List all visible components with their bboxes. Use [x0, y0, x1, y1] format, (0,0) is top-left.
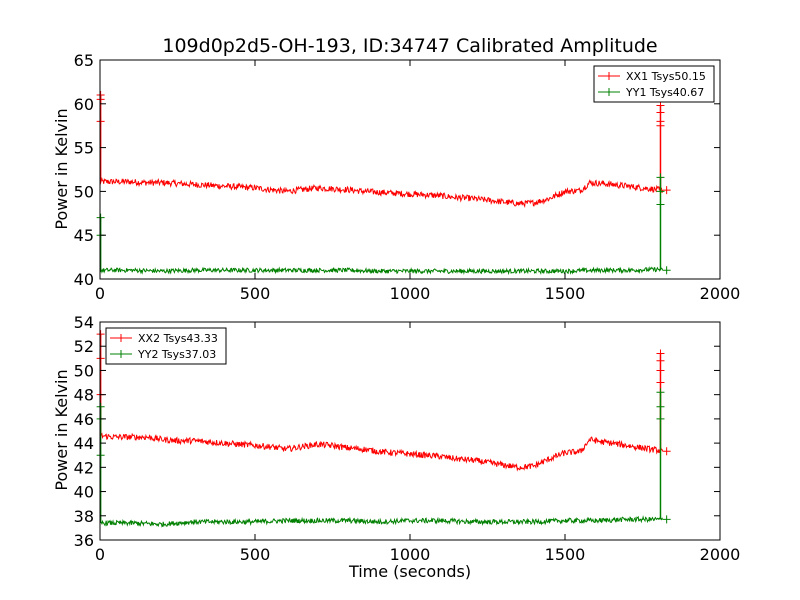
- top-x-tick-label: 2000: [700, 284, 741, 303]
- bottom-legend: XX2 Tsys43.33 YY2 Tsys37.03: [105, 327, 227, 365]
- top-y-tick-label: 60: [74, 95, 94, 114]
- bottom-y-tick-label: 36: [74, 531, 94, 550]
- top-x-tick-label: 1000: [390, 284, 431, 303]
- bottom-x-tick-label: 500: [240, 545, 271, 564]
- bottom-y-tick-label: 54: [74, 313, 94, 332]
- top-series-1-marker: [96, 117, 105, 126]
- bottom-y-tick-label: 40: [74, 483, 94, 502]
- bottom-y-tick-label: 44: [74, 434, 94, 453]
- top-series-2: [96, 173, 671, 276]
- top-series-2-marker: [96, 213, 105, 222]
- top-legend: XX1 Tsys50.15 YY1 Tsys40.67: [593, 65, 715, 103]
- top-y-tick-label: 55: [74, 139, 94, 158]
- bottom-legend-label-2: YY2 Tsys37.03: [137, 348, 216, 361]
- top-y-axis-label: Power in Kelvin: [52, 108, 71, 229]
- top-y-tick-label: 50: [74, 182, 94, 201]
- top-legend-label-1: XX1 Tsys50.15: [626, 70, 706, 83]
- bottom-series-2-marker: [96, 402, 105, 411]
- top-x-tick-label: 500: [240, 284, 271, 303]
- bottom-series-2-marker: [656, 402, 665, 411]
- chart-title: 109d0p2d5-OH-193, ID:34747 Calibrated Am…: [162, 35, 657, 57]
- bottom-y-axis-label: Power in Kelvin: [52, 369, 71, 490]
- bottom-series-1-marker: [96, 354, 105, 363]
- top-series-1-marker: [96, 95, 105, 104]
- top-legend-label-2: YY1 Tsys40.67: [625, 86, 704, 99]
- bottom-series-2-end-marker: [662, 515, 671, 524]
- top-y-tick-label: 65: [74, 51, 94, 70]
- bottom-y-tick-label: 48: [74, 386, 94, 405]
- bottom-y-tick-label: 52: [74, 337, 94, 356]
- bottom-y-tick-label: 38: [74, 507, 94, 526]
- bottom-y-tick-label: 42: [74, 458, 94, 477]
- top-series-2-marker: [656, 173, 665, 182]
- bottom-series-1-marker: [96, 330, 105, 339]
- bottom-series-1-marker: [656, 378, 665, 387]
- top-series-1-marker: [656, 108, 665, 117]
- top-series-1-line: [99, 177, 664, 208]
- bottom-y-tick-label: 46: [74, 410, 94, 429]
- bottom-x-tick-label: 0: [95, 545, 105, 564]
- bottom-series-2: [96, 388, 671, 528]
- x-axis-label: Time (seconds): [348, 562, 471, 581]
- top-y-tick-label: 40: [74, 270, 94, 289]
- top-x-tick-label: 1500: [545, 284, 586, 303]
- bottom-y-tick-label: 50: [74, 361, 94, 380]
- bottom-series-1-line: [99, 432, 664, 472]
- bottom-series-1-end-marker: [662, 447, 671, 456]
- bottom-series-2-marker: [656, 414, 665, 423]
- top-series-2-marker: [656, 187, 665, 196]
- top-series-2-marker: [656, 200, 665, 209]
- bottom-legend-label-1: XX2 Tsys43.33: [138, 332, 218, 345]
- top-series-1-marker: [656, 101, 665, 110]
- bottom-series-2-marker: [656, 388, 665, 397]
- top-series-1-marker: [656, 121, 665, 130]
- top-x-tick-label: 0: [95, 284, 105, 303]
- top-legend-box: [593, 65, 715, 103]
- bottom-series-1-marker: [656, 356, 665, 365]
- top-series-2-line: [99, 266, 664, 276]
- bottom-x-tick-label: 1000: [390, 545, 431, 564]
- top-series-2-end-marker: [662, 266, 671, 275]
- bottom-x-tick-label: 1500: [545, 545, 586, 564]
- top-panel: Power in Kelvin 0 500 1000 1500 2000 40 45 50 55…: [52, 51, 740, 303]
- bottom-series-2-line: [99, 515, 664, 528]
- top-series-1-end-marker: [662, 186, 671, 195]
- bottom-series-1-marker: [656, 349, 665, 358]
- bottom-legend-box: [105, 327, 227, 365]
- bottom-series-2-marker: [96, 451, 105, 460]
- bottom-series-1-marker: [656, 366, 665, 375]
- top-y-tick-label: 45: [74, 226, 94, 245]
- bottom-x-tick-label: 2000: [700, 545, 741, 564]
- bottom-panel: Power in Kelvin 0 500 1000 1500 2000 36 38 40 42…: [52, 313, 740, 564]
